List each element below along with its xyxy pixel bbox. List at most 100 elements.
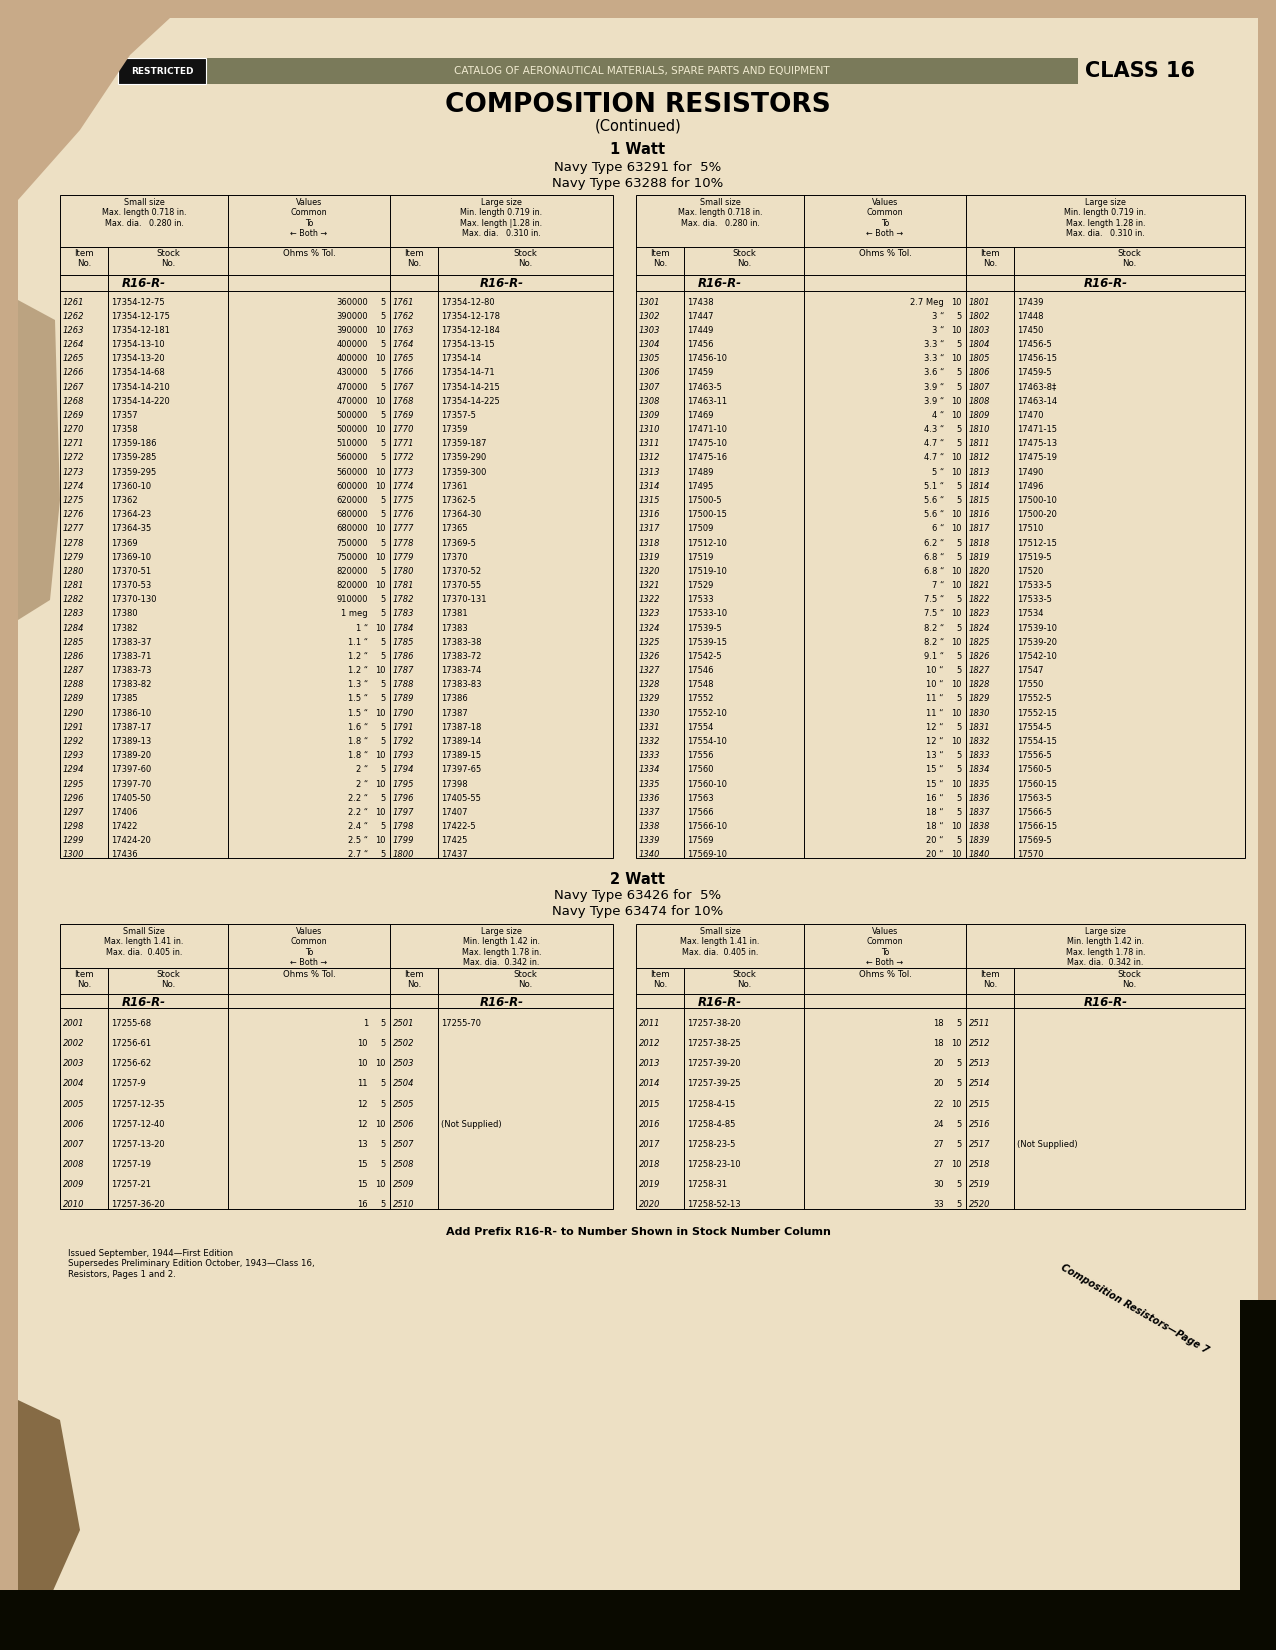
Text: 17255-70: 17255-70: [441, 1020, 481, 1028]
Text: 1274: 1274: [63, 482, 84, 490]
Text: 17569-10: 17569-10: [686, 850, 727, 860]
Text: 2508: 2508: [393, 1160, 415, 1168]
Text: 17489: 17489: [686, 467, 713, 477]
Text: 2519: 2519: [968, 1180, 990, 1190]
Text: 2516: 2516: [968, 1120, 990, 1129]
Text: 5: 5: [957, 751, 962, 761]
Text: 5: 5: [957, 766, 962, 774]
Text: 17554: 17554: [686, 723, 713, 733]
Text: 12 “: 12 “: [926, 723, 944, 733]
Text: 5: 5: [957, 596, 962, 604]
Text: 1798: 1798: [393, 822, 415, 832]
Text: 1270: 1270: [63, 426, 84, 434]
Text: 17258-31: 17258-31: [686, 1180, 727, 1190]
Text: 1308: 1308: [639, 396, 661, 406]
Text: 1: 1: [362, 1020, 367, 1028]
Text: 2009: 2009: [63, 1180, 84, 1190]
Text: 1812: 1812: [968, 454, 990, 462]
Text: 5: 5: [957, 652, 962, 662]
Text: 1836: 1836: [968, 794, 990, 802]
Text: 5.6 “: 5.6 “: [924, 497, 944, 505]
Text: 17552-10: 17552-10: [686, 708, 727, 718]
Text: 17456-10: 17456-10: [686, 355, 727, 363]
Text: 17383-73: 17383-73: [111, 667, 152, 675]
Text: 10: 10: [375, 482, 387, 490]
Text: 17542-10: 17542-10: [1017, 652, 1057, 662]
Text: 5: 5: [380, 680, 387, 690]
Text: 560000: 560000: [337, 454, 367, 462]
Text: 17360-10: 17360-10: [111, 482, 151, 490]
Text: 17258-23-10: 17258-23-10: [686, 1160, 740, 1168]
Text: Navy Type 63426 for  5%: Navy Type 63426 for 5%: [555, 889, 721, 903]
Text: 17546: 17546: [686, 667, 713, 675]
Text: 1287: 1287: [63, 667, 84, 675]
Text: 10: 10: [952, 738, 962, 746]
Text: 3.9 “: 3.9 “: [924, 383, 944, 391]
Text: 5: 5: [380, 312, 387, 320]
Text: 680000: 680000: [337, 525, 367, 533]
Text: 1797: 1797: [393, 808, 415, 817]
Text: 2505: 2505: [393, 1099, 415, 1109]
Text: 17370-131: 17370-131: [441, 596, 486, 604]
Text: 17256-61: 17256-61: [111, 1040, 151, 1048]
Text: Stock
No.: Stock No.: [156, 249, 180, 269]
Text: CATALOG OF AERONAUTICAL MATERIALS, SPARE PARTS AND EQUIPMENT: CATALOG OF AERONAUTICAL MATERIALS, SPARE…: [454, 66, 829, 76]
Text: 1810: 1810: [968, 426, 990, 434]
Text: 17383-74: 17383-74: [441, 667, 481, 675]
Text: 2520: 2520: [968, 1200, 990, 1209]
Text: 17358: 17358: [111, 426, 138, 434]
Text: 20: 20: [934, 1059, 944, 1069]
Text: 17509: 17509: [686, 525, 713, 533]
Text: 470000: 470000: [337, 396, 367, 406]
Text: 1795: 1795: [393, 779, 415, 789]
Text: 1262: 1262: [63, 312, 84, 320]
Text: 1832: 1832: [968, 738, 990, 746]
Text: 1307: 1307: [639, 383, 661, 391]
Text: 1306: 1306: [639, 368, 661, 378]
Text: 1276: 1276: [63, 510, 84, 520]
Text: 17569: 17569: [686, 837, 713, 845]
Text: 1317: 1317: [639, 525, 661, 533]
Text: 17566-15: 17566-15: [1017, 822, 1057, 832]
Text: 33: 33: [933, 1200, 944, 1209]
Text: 10: 10: [375, 581, 387, 591]
Text: 10: 10: [952, 639, 962, 647]
Text: 3.6 “: 3.6 “: [924, 368, 944, 378]
Text: R16-R-: R16-R-: [698, 997, 743, 1010]
Text: 17566-5: 17566-5: [1017, 808, 1051, 817]
Text: 1802: 1802: [968, 312, 990, 320]
Text: 1290: 1290: [63, 708, 84, 718]
Text: 1775: 1775: [393, 497, 415, 505]
Text: 5: 5: [957, 553, 962, 561]
Text: 10: 10: [357, 1059, 367, 1069]
Text: 17359-187: 17359-187: [441, 439, 486, 449]
Text: Small size
Max. length 1.41 in.
Max. dia.  0.405 in.: Small size Max. length 1.41 in. Max. dia…: [680, 927, 759, 957]
Text: 1328: 1328: [639, 680, 661, 690]
Text: 17456-15: 17456-15: [1017, 355, 1057, 363]
Text: Stock
No.: Stock No.: [513, 970, 537, 990]
Text: 17257-36-20: 17257-36-20: [111, 1200, 165, 1209]
Text: 5: 5: [380, 510, 387, 520]
Text: 17370-52: 17370-52: [441, 568, 481, 576]
Text: 10: 10: [375, 355, 387, 363]
Text: 5: 5: [957, 1120, 962, 1129]
Text: 2017: 2017: [639, 1140, 661, 1148]
Text: 5: 5: [957, 695, 962, 703]
Text: 1840: 1840: [968, 850, 990, 860]
Text: 2014: 2014: [639, 1079, 661, 1089]
Text: 15 “: 15 “: [926, 779, 944, 789]
Text: 2506: 2506: [393, 1120, 415, 1129]
Text: 1337: 1337: [639, 808, 661, 817]
Text: 1 Watt: 1 Watt: [610, 142, 666, 157]
Text: 1789: 1789: [393, 695, 415, 703]
Polygon shape: [18, 18, 170, 200]
Text: 17563: 17563: [686, 794, 713, 802]
Text: 1338: 1338: [639, 822, 661, 832]
Text: 430000: 430000: [337, 368, 367, 378]
Text: 5: 5: [380, 297, 387, 307]
Text: 17552: 17552: [686, 695, 713, 703]
Text: 17357-5: 17357-5: [441, 411, 476, 421]
Text: 1770: 1770: [393, 426, 415, 434]
Text: 1765: 1765: [393, 355, 415, 363]
Text: 18 “: 18 “: [926, 808, 944, 817]
